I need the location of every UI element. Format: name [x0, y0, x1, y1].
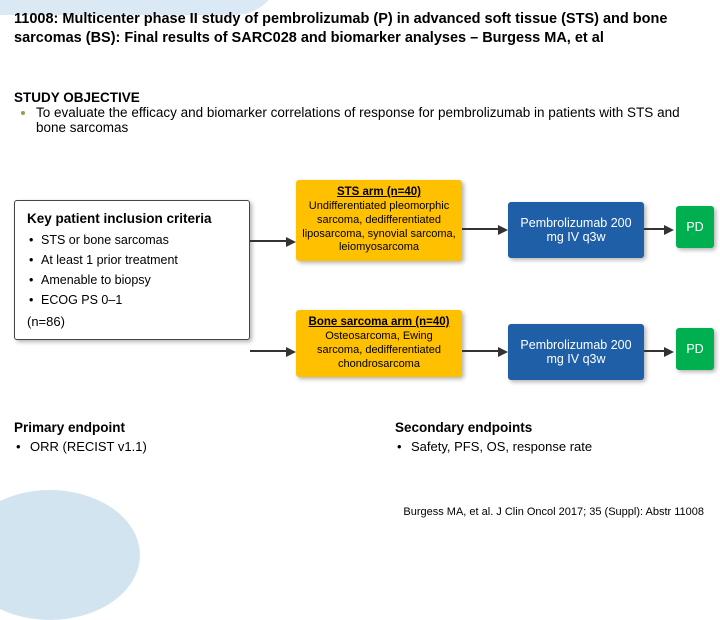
objective-bullet: To evaluate the efficacy and biomarker c… [36, 105, 706, 135]
arm-body: Osteosarcoma, Ewing sarcoma, dedifferent… [302, 330, 456, 371]
footer-decor [0, 490, 140, 620]
slide-title: 11008: Multicenter phase II study of pem… [14, 10, 706, 48]
primary-endpoint-heading: Primary endpoint [14, 420, 325, 435]
treatment-box-top: Pembrolizumab 200 mg IV q3w [508, 202, 644, 258]
arrow-icon [462, 228, 500, 230]
inclusion-item: Amenable to biopsy [27, 270, 237, 290]
inclusion-item: STS or bone sarcomas [27, 230, 237, 250]
inclusion-item: ECOG PS 0–1 [27, 290, 237, 310]
arm-body: Undifferentiated pleomorphic sarcoma, de… [302, 200, 456, 255]
sts-arm-box: STS arm (n=40) Undifferentiated pleomorp… [296, 180, 462, 261]
secondary-endpoint-heading: Secondary endpoints [395, 420, 706, 435]
inclusion-heading: Key patient inclusion criteria [27, 211, 237, 226]
study-objective: STUDY OBJECTIVE To evaluate the efficacy… [14, 90, 706, 135]
objective-label: STUDY OBJECTIVE [14, 90, 706, 105]
secondary-endpoints: Secondary endpoints Safety, PFS, OS, res… [395, 420, 706, 454]
primary-endpoint: Primary endpoint ORR (RECIST v1.1) [14, 420, 325, 454]
inclusion-item: At least 1 prior treatment [27, 250, 237, 270]
arrow-icon [250, 240, 288, 242]
study-flow: Key patient inclusion criteria STS or bo… [14, 180, 706, 410]
pd-box-top: PD [676, 206, 714, 248]
primary-endpoint-item: ORR (RECIST v1.1) [14, 439, 325, 454]
arrow-icon [462, 350, 500, 352]
pd-box-bottom: PD [676, 328, 714, 370]
bone-arm-box: Bone sarcoma arm (n=40) Osteosarcoma, Ew… [296, 310, 462, 377]
arrow-icon [644, 228, 666, 230]
inclusion-criteria-box: Key patient inclusion criteria STS or bo… [14, 200, 250, 340]
secondary-endpoint-item: Safety, PFS, OS, response rate [395, 439, 706, 454]
citation-text: Burgess MA, et al. J Clin Oncol 2017; 35… [403, 506, 704, 518]
arm-title: STS arm (n=40) [302, 186, 456, 198]
arrow-icon [644, 350, 666, 352]
inclusion-n: (n=86) [27, 314, 237, 329]
treatment-box-bottom: Pembrolizumab 200 mg IV q3w [508, 324, 644, 380]
arm-title: Bone sarcoma arm (n=40) [302, 316, 456, 328]
endpoints-row: Primary endpoint ORR (RECIST v1.1) Secon… [14, 420, 706, 454]
arrow-icon [250, 350, 288, 352]
